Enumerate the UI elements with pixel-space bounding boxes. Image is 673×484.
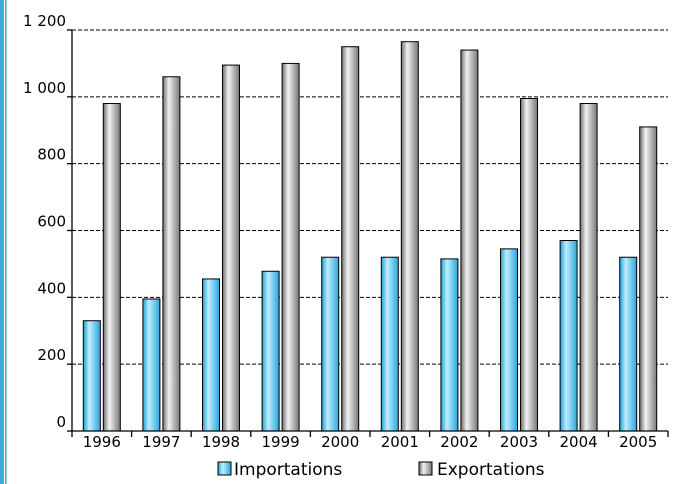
bar-importations-2003 xyxy=(500,248,518,432)
x-axis: 1996 1997 1998 1999 2000 2001 2002 2003 2004 2005 xyxy=(71,430,669,451)
bar-exportations-1998 xyxy=(222,64,240,432)
bar-importations-2000 xyxy=(321,256,340,432)
y-tick-label: 600 xyxy=(37,213,66,231)
x-tick-label: 2005 xyxy=(619,433,657,451)
y-tick-label: 1 200 xyxy=(23,12,66,30)
bar-exportations-2003 xyxy=(520,98,538,432)
bar-importations-2004 xyxy=(559,240,578,432)
legend-label-importations: Importations xyxy=(234,460,342,480)
bar-importations-1999 xyxy=(261,270,280,432)
x-tick-label: 2002 xyxy=(440,433,478,451)
y-tick-label: 0 xyxy=(56,413,66,431)
bar-exportations-1999 xyxy=(281,62,300,432)
bar-exportations-2000 xyxy=(341,46,360,432)
left-accent-border xyxy=(0,0,7,484)
bar-importations-1998 xyxy=(202,278,220,432)
y-tick-label: 800 xyxy=(37,146,66,164)
bar-importations-1996 xyxy=(82,320,101,432)
bar-exportations-2004 xyxy=(579,103,598,432)
y-tick-label: 200 xyxy=(37,346,66,364)
legend-label-exportations: Exportations xyxy=(437,460,545,480)
x-tick-label: 2001 xyxy=(381,433,419,451)
x-tick-label: 2004 xyxy=(560,433,598,451)
gridlines xyxy=(72,29,668,365)
x-tick-label: 2003 xyxy=(500,433,538,451)
accent-bar-inner xyxy=(5,0,7,484)
bar-importations-1997 xyxy=(142,298,161,432)
bar-importations-2005 xyxy=(619,256,638,432)
bar-exportations-1997 xyxy=(162,76,181,432)
legend-swatch-importations xyxy=(217,461,232,476)
y-axis: 0 200 400 600 800 1 000 1 200 xyxy=(23,12,73,432)
legend-swatch-exportations xyxy=(418,461,433,476)
x-tick-label: 1997 xyxy=(142,433,180,451)
x-tick-label: 2000 xyxy=(321,433,359,451)
accent-bar-outer xyxy=(0,0,4,484)
bar-exportations-2005 xyxy=(639,126,658,432)
bar-exportations-1996 xyxy=(102,103,121,432)
bar-importations-2001 xyxy=(380,256,399,432)
bar-importations-2002 xyxy=(440,258,459,432)
legend: Importations Exportations xyxy=(217,460,545,480)
x-tick-label: 1999 xyxy=(262,433,300,451)
x-tick-label: 1998 xyxy=(202,433,240,451)
y-tick-label: 400 xyxy=(37,279,66,297)
x-tick-label: 1996 xyxy=(83,433,121,451)
bars xyxy=(82,41,658,432)
bar-exportations-2002 xyxy=(460,49,479,432)
y-tick-label: 1 000 xyxy=(23,79,66,97)
bar-exportations-2001 xyxy=(400,41,419,432)
